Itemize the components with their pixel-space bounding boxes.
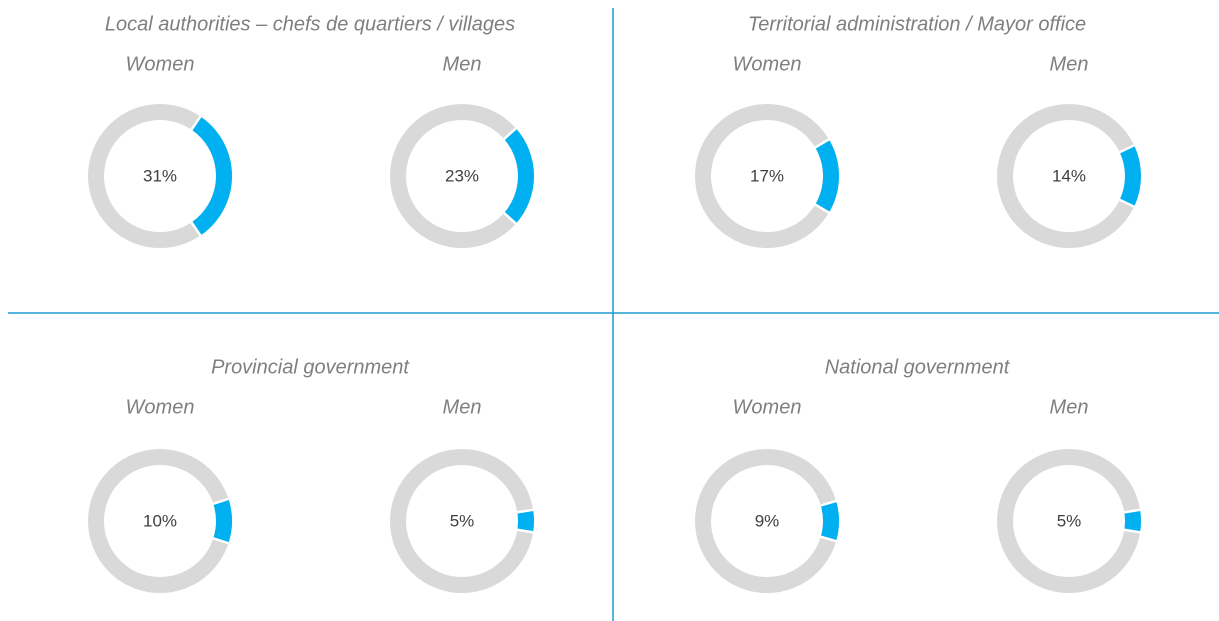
donut-label: Women [126, 396, 195, 418]
donut-label: Men [443, 396, 482, 418]
donut-segment [815, 139, 839, 213]
panel-title: Local authorities – chefs de quartiers /… [105, 13, 515, 35]
donut-label: Men [1050, 53, 1089, 75]
segment-separator [502, 126, 518, 141]
segment-separator [1118, 198, 1136, 209]
donut-value: 31% [143, 166, 177, 185]
segment-separator [211, 497, 230, 506]
segment-separator [189, 114, 203, 132]
donut-value: 10% [143, 512, 177, 531]
donut-value: 23% [445, 166, 479, 185]
segment-separator [819, 535, 838, 543]
segment-separator [1123, 508, 1142, 514]
donut-label: Men [1050, 396, 1089, 418]
segment-separator [813, 137, 831, 150]
donut-value: 14% [1052, 166, 1086, 185]
panel-title: National government [825, 356, 1011, 378]
segment-separator [211, 536, 230, 545]
segment-separator [516, 528, 535, 534]
donut-segment [820, 500, 839, 542]
segment-separator [1118, 143, 1136, 154]
donut-segment [517, 509, 534, 533]
donut-segment [1124, 509, 1141, 533]
donut-value: 17% [750, 166, 784, 185]
donut-segment [1119, 145, 1141, 207]
donut-value: 5% [1057, 512, 1082, 531]
segment-separator [819, 499, 838, 507]
segment-separator [1123, 528, 1142, 534]
segment-separator [516, 508, 535, 514]
donut-segment [213, 498, 232, 544]
segment-separator [813, 202, 831, 215]
panel-title: Territorial administration / Mayor offic… [748, 13, 1086, 35]
panel-title: Provincial government [211, 356, 410, 378]
donut-value: 9% [755, 512, 780, 531]
donut-value: 5% [450, 512, 475, 531]
donut-label: Women [733, 396, 802, 418]
segment-separator [189, 220, 203, 238]
donut-segment [503, 128, 534, 224]
donut-label: Men [443, 53, 482, 75]
donut-label: Women [126, 53, 195, 75]
segment-separator [502, 211, 518, 226]
donut-label: Women [733, 53, 802, 75]
donut-segment [191, 116, 232, 236]
